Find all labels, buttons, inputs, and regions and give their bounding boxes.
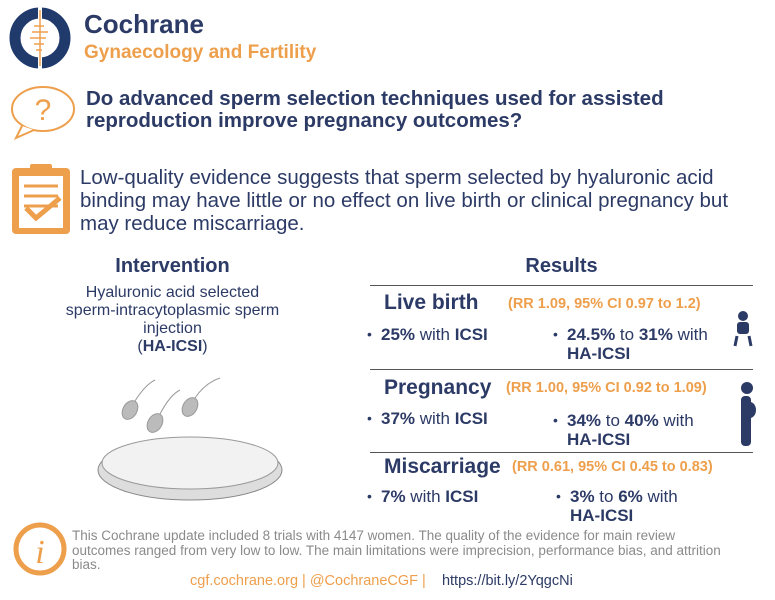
review-question: Do advanced sperm selection techniques u… [86, 87, 664, 132]
footer-note: This Cochrane update included 8 trials w… [72, 528, 721, 572]
divider [370, 369, 753, 370]
outcome-title-pregnancy: Pregnancy [384, 376, 492, 399]
pregnant-woman-icon [741, 382, 756, 446]
intervention-description: Hyaluronic acid selected sperm-intracyto… [65, 284, 280, 355]
social-links[interactable]: cgf.cochrane.org | @CochraneCGF | [190, 573, 426, 589]
sperm-petri-dish-icon [97, 377, 283, 501]
outcome-stat: (RR 1.00, 95% CI 0.92 to 1.09) [506, 380, 707, 396]
intervention-heading: Intervention [115, 255, 230, 277]
group-name: Gynaecology and Fertility [84, 42, 317, 63]
svg-text:?: ? [35, 94, 52, 127]
cochrane-logo-icon [9, 6, 71, 70]
divider [370, 452, 753, 453]
outcome-stat: (RR 0.61, 95% CI 0.45 to 0.83) [512, 459, 713, 475]
review-url-link[interactable]: https://bit.ly/2YqgcNi [441, 573, 573, 589]
footer-links: cgf.cochrane.org | @CochraneCGF | https:… [190, 573, 573, 589]
control-result: 37% with ICSI [367, 409, 488, 428]
svg-text:i: i [35, 534, 44, 571]
outcome-title-live-birth: Live birth [384, 291, 479, 314]
outcome-title-miscarriage: Miscarriage [384, 455, 501, 478]
divider [370, 285, 753, 286]
outcome-stat: (RR 1.09, 95% CI 0.97 to 1.2) [508, 296, 701, 312]
evidence-summary: Low-quality evidence suggests that sperm… [80, 166, 729, 235]
info-icon: i [13, 522, 67, 576]
control-result: 7% with ICSI [367, 487, 478, 506]
question-bubble-icon: ? [11, 86, 75, 141]
clipboard-checklist-icon [12, 164, 70, 234]
brand-name: Cochrane [84, 9, 204, 39]
control-result: 25% with ICSI [367, 325, 488, 344]
baby-icon [733, 311, 753, 347]
results-heading: Results [525, 255, 598, 277]
